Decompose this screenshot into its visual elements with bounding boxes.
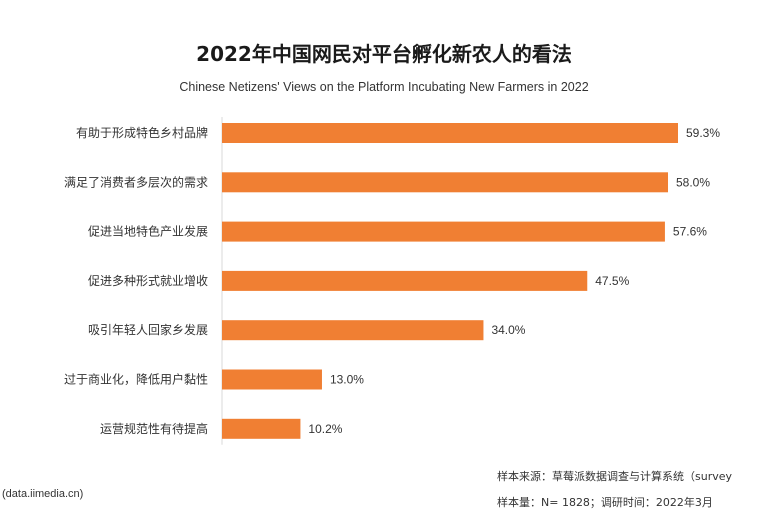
value-label: 47.5% [595,274,629,288]
value-label: 57.6% [673,225,707,239]
chart-subtitle: Chinese Netizens' Views on the Platform … [179,80,589,94]
bar [222,172,669,193]
category-label: 运营规范性有待提高 [100,421,208,436]
category-label: 满足了消费者多层次的需求 [64,174,208,189]
value-label: 10.2% [308,422,342,436]
value-label: 59.3% [686,126,720,140]
value-label: 34.0% [491,323,525,337]
bar [222,320,484,341]
chart-title: 2022年中国网民对平台孵化新农人的看法 [196,42,572,66]
bar [222,221,665,242]
sample-source-text: 样本来源：草莓派数据调查与计算系统（survey [497,470,733,483]
category-label: 吸引年轻人回家乡发展 [88,322,208,337]
value-label: 13.0% [330,373,364,387]
category-label: 促进当地特色产业发展 [88,224,208,239]
category-label: 有助于形成特色乡村品牌 [76,125,208,140]
category-label: 促进多种形式就业增收 [88,274,208,288]
sample-size-text: 样本量：N= 1828；调研时间：2022年3月 [497,496,713,509]
bar [222,369,322,390]
bar [222,270,588,291]
bar [222,418,301,439]
bar [222,123,678,143]
source-site-label: (data.iimedia.cn) [2,488,84,500]
sample-note: 样本来源：草莓派数据调查与计算系统（survey 样本量：N= 1828；调研时… [497,464,768,516]
category-label: 过于商业化，降低用户黏性 [64,372,208,387]
value-label: 58.0% [676,175,710,189]
